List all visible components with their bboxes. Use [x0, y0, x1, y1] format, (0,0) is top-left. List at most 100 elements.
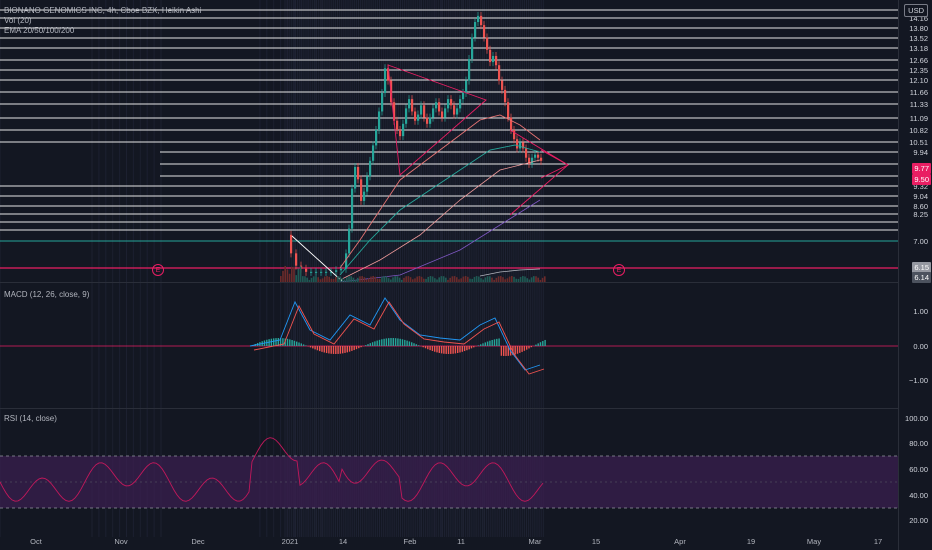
price-tick-label: 11.09 — [909, 114, 928, 123]
earnings-badge[interactable]: E — [613, 264, 625, 276]
macd-line — [249, 297, 541, 371]
candle-body — [345, 253, 348, 269]
macd-histogram-bar — [447, 346, 450, 354]
macd-histogram-bar — [477, 345, 480, 346]
volume-bar — [519, 276, 522, 282]
volume-bar — [482, 279, 484, 282]
macd-histogram-bar — [457, 346, 459, 354]
macd-histogram-bar — [503, 346, 505, 356]
candle-body — [474, 22, 477, 38]
earnings-badge[interactable]: E — [152, 264, 164, 276]
price-tick-label: 9.32 — [913, 182, 928, 191]
volume-bar — [436, 279, 438, 282]
volume-bar — [484, 277, 487, 282]
ema-legend[interactable]: EMA 20/50/100/200 — [4, 26, 75, 35]
candle-body — [435, 102, 438, 109]
price-tick-label: 12.66 — [909, 56, 928, 65]
volume-bar — [462, 276, 465, 282]
volume-bar — [511, 276, 513, 282]
price-tick-label: 11.33 — [909, 100, 928, 109]
candle-body — [335, 270, 338, 272]
volume-bar — [524, 276, 526, 282]
candle-body — [366, 176, 369, 192]
symbol-title[interactable]: BIONANO GENOMICS INC, 4h, Cboe BZX, Heik… — [4, 6, 202, 15]
macd-histogram-bar — [390, 338, 392, 346]
candle-body — [540, 157, 543, 161]
ema-line — [339, 199, 541, 283]
volume-bar — [317, 277, 319, 282]
volume-bar — [306, 277, 308, 282]
volume-bar — [475, 276, 478, 282]
volume-bar — [328, 276, 330, 282]
macd-histogram-bar — [298, 342, 300, 346]
ema-line — [339, 114, 541, 269]
volume-legend[interactable]: Vol (20) — [4, 16, 32, 25]
volume-bar — [293, 267, 295, 282]
candle-body — [486, 37, 489, 50]
volume-bar — [370, 276, 372, 282]
volume-bar — [489, 276, 491, 282]
volume-bar — [295, 275, 297, 282]
price-axis[interactable]: 14.4914.1613.8013.5213.1812.6612.3512.10… — [898, 0, 932, 550]
macd-histogram-bar — [519, 346, 521, 353]
volume-bar — [321, 278, 324, 282]
candle-body — [522, 142, 525, 149]
volume-bar — [385, 276, 388, 282]
volume-bar — [341, 278, 344, 282]
macd-histogram-bar — [539, 342, 542, 346]
rsi-tick-label: 40.00 — [909, 491, 928, 500]
volume-ma — [479, 268, 541, 277]
macd-histogram-bar — [528, 346, 530, 349]
macd-histogram-bar — [275, 338, 277, 346]
candle-body — [450, 99, 453, 106]
candle-body — [310, 271, 313, 273]
macd-histogram-bar — [496, 338, 498, 346]
macd-histogram-bar — [312, 346, 314, 349]
volume-bar — [346, 277, 348, 282]
macd-histogram-bar — [507, 346, 509, 356]
macd-histogram-bar — [374, 341, 376, 346]
volume-bar — [535, 276, 537, 282]
candle-body — [477, 15, 480, 23]
macd-histogram-bar — [505, 346, 507, 356]
volume-bar — [530, 277, 533, 282]
rsi-line — [0, 437, 544, 502]
macd-histogram-bar — [440, 346, 443, 354]
macd-histogram-bar — [526, 346, 528, 350]
candle-body — [483, 25, 486, 38]
candle-body — [290, 234, 293, 254]
candle-body — [492, 55, 495, 63]
macd-histogram-bar — [450, 346, 452, 354]
macd-histogram-bar — [309, 346, 312, 348]
volume-bar — [286, 269, 289, 282]
candle-body — [384, 68, 387, 93]
macd-legend[interactable]: MACD (12, 26, close, 9) — [4, 290, 90, 299]
price-tick-label: 13.52 — [909, 34, 928, 43]
volume-bar — [392, 277, 394, 282]
price-tag: 9.50 — [912, 174, 931, 185]
candle-body — [507, 102, 510, 118]
macd-signal — [253, 301, 545, 375]
price-tick-label: 13.80 — [909, 24, 928, 33]
trendline-triangle — [387, 64, 487, 176]
macd-histogram-bar — [463, 346, 466, 352]
time-tick-label: Dec — [191, 537, 205, 546]
volume-bar — [504, 279, 506, 282]
price-tag: 9.77 — [912, 163, 931, 174]
pane-separator-volume — [0, 282, 932, 283]
rsi-legend[interactable]: RSI (14, close) — [4, 414, 57, 423]
volume-bar — [497, 276, 500, 282]
volume-bar — [515, 278, 517, 282]
candle-body — [340, 268, 343, 271]
candle-body — [453, 105, 456, 115]
price-tick-label: 13.18 — [909, 44, 928, 53]
candle-body — [393, 102, 396, 121]
candle-body — [468, 59, 471, 81]
macd-histogram-bar — [291, 340, 293, 346]
candle-body — [405, 108, 408, 124]
volume-bar — [418, 276, 421, 282]
currency-badge[interactable]: USD — [904, 4, 928, 17]
macd-histogram-bar — [330, 346, 332, 354]
volume-bar — [539, 279, 542, 282]
